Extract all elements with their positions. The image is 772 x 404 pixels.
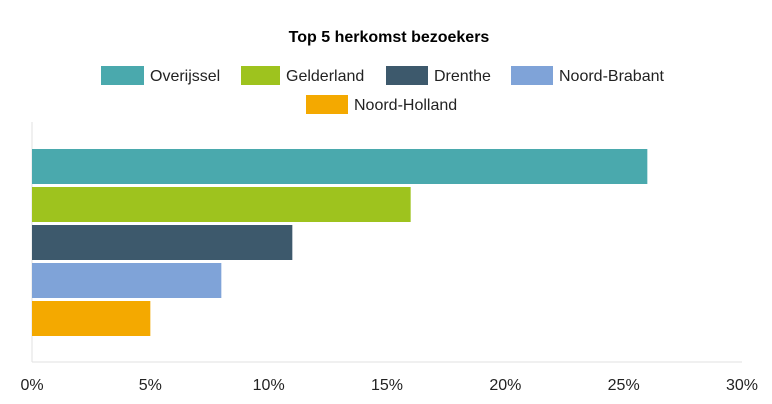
- x-tick-label: 10%: [253, 377, 285, 394]
- legend-label-gelderland[interactable]: Gelderland: [286, 68, 364, 85]
- legend-label-noord-holland[interactable]: Noord-Holland: [354, 97, 457, 114]
- x-tick-label: 20%: [489, 377, 521, 394]
- legend-label-overijssel[interactable]: Overijssel: [150, 68, 220, 85]
- bar-drenthe[interactable]: [32, 225, 293, 260]
- x-tick-label: 30%: [726, 377, 758, 394]
- x-tick-label: 25%: [608, 377, 640, 394]
- bar-noord-holland[interactable]: [32, 301, 151, 336]
- legend-label-drenthe[interactable]: Drenthe: [434, 68, 491, 85]
- bar-gelderland[interactable]: [32, 187, 411, 222]
- legend-swatch-drenthe[interactable]: [386, 66, 428, 85]
- x-axis-ticks: 0% 5% 10% 15% 20% 25% 30%: [20, 377, 758, 394]
- bars-group: [32, 149, 648, 336]
- x-tick-label: 15%: [371, 377, 403, 394]
- x-tick-label: 0%: [20, 377, 43, 394]
- legend-swatch-gelderland[interactable]: [241, 66, 280, 85]
- legend-label-noord-brabant[interactable]: Noord-Brabant: [559, 68, 665, 85]
- legend-swatch-noord-brabant[interactable]: [511, 66, 553, 85]
- x-tick-label: 5%: [139, 377, 162, 394]
- legend-swatch-noord-holland[interactable]: [306, 95, 348, 114]
- chart-title: Top 5 herkomst bezoekers: [289, 29, 490, 46]
- legend: Overijssel Gelderland Drenthe Noord-Brabant…: [101, 66, 665, 114]
- legend-swatch-overijssel[interactable]: [101, 66, 144, 85]
- bar-noord-brabant[interactable]: [32, 263, 222, 298]
- bar-overijssel[interactable]: [32, 149, 648, 184]
